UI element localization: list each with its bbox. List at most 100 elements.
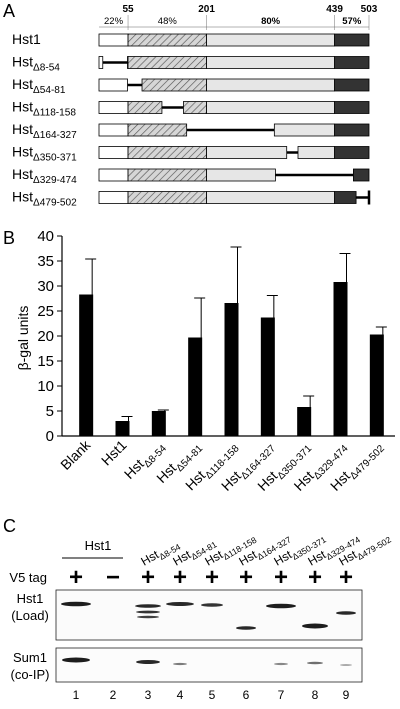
label-main: Blank (57, 436, 94, 473)
construct-row: HstΔ54-81 (12, 76, 370, 96)
panel-b: B β-gal units 0 5 10 15 20 25 30 35 40 Blank Hst1… (3, 228, 395, 497)
domain-block (206, 56, 335, 69)
load-blot (55, 589, 363, 641)
label-main: Hst (291, 468, 317, 494)
blot-band (136, 610, 160, 614)
construct-name: HstΔ329-474 (12, 166, 77, 186)
construct-row: HstΔ164-327 (12, 121, 370, 141)
blot-band (336, 611, 356, 615)
bar (260, 317, 275, 436)
position-label: 201 (198, 4, 215, 15)
construct-row: Hst1 (12, 31, 370, 47)
y-tick-label: 0 (46, 428, 54, 445)
x-category-label: Hst1 (98, 437, 130, 469)
label-main: Hst (12, 54, 33, 70)
v5-sign: + (274, 564, 288, 591)
domain-block (127, 56, 207, 69)
coip-blot (55, 647, 363, 683)
domain-block (98, 146, 129, 159)
label-subscript: Δ8-54 (33, 63, 60, 74)
construct-name: HstΔ164-327 (12, 121, 77, 141)
construct-row: HstΔ329-474 (12, 166, 370, 186)
construct-row: HstΔ350-371 (12, 144, 370, 164)
label-main: Hst (218, 468, 244, 494)
blot-band (137, 615, 159, 619)
label-main: Hst (12, 99, 33, 115)
y-tick-label: 15 (37, 353, 54, 370)
domain-block (273, 123, 335, 137)
lane-numbers: 1 2 3 4 5 6 7 8 9 (73, 688, 350, 702)
lane-number: 8 (312, 688, 319, 702)
domain-block (206, 33, 335, 47)
domain-scale-header: 55 201 439 503 22% 48% 80% 57% (99, 4, 378, 30)
panel-b-letter: B (3, 228, 15, 248)
panel-c-letter: C (3, 516, 16, 536)
construct-diagram-rows: Hst1HstΔ8-54HstΔ54-81HstΔ118-158HstΔ164-… (12, 31, 371, 209)
identity-percent: 57% (342, 16, 362, 27)
blot-band (166, 602, 194, 606)
domain-block (127, 146, 207, 159)
construct-name: HstΔ350-371 (12, 144, 77, 164)
identity-percent: 22% (104, 16, 124, 27)
domain-block (98, 191, 129, 204)
v5-sign: + (173, 564, 187, 591)
v5-sign: + (205, 564, 219, 591)
x-axis-category-labels: Blank Hst1HstΔ8-54HstΔ54-81HstΔ118-158Hst… (57, 436, 387, 497)
construct-name: HstΔ8-54 (12, 54, 60, 74)
label-main: Hst (327, 468, 353, 494)
label-main: Hst (12, 144, 33, 160)
blot-band (173, 662, 187, 666)
panel-a-letter: A (3, 1, 15, 21)
label-main: Hst (254, 468, 280, 494)
blot-band (201, 603, 223, 607)
construct-row: HstΔ118-158 (12, 99, 370, 119)
construct-row: HstΔ8-54 (12, 54, 370, 74)
x-category-label: HstΔ479-502 (327, 437, 387, 497)
label-main: Hst (153, 460, 179, 486)
y-tick-label: 20 (37, 328, 54, 345)
domain-block (127, 123, 188, 137)
domain-block (206, 168, 276, 182)
construct-name: HstΔ479-502 (12, 189, 77, 209)
domain-block (183, 101, 207, 114)
blot-band (266, 603, 296, 609)
construct-name: HstΔ118-158 (12, 99, 76, 119)
domain-block (334, 33, 370, 47)
domain-block (334, 191, 357, 204)
bar (333, 282, 348, 436)
construct-row: HstΔ479-502 (12, 189, 371, 209)
lane-number: 5 (209, 688, 216, 702)
label-main: Hst (12, 76, 33, 92)
label-main: Hst (12, 121, 33, 137)
domain-block (98, 123, 129, 137)
bar (79, 294, 94, 436)
domain-block (334, 146, 370, 159)
lane-number: 4 (177, 688, 184, 702)
lane-number: 2 (110, 688, 117, 702)
blot-band (136, 660, 160, 664)
blot-band (61, 601, 91, 607)
domain-block (334, 78, 370, 92)
domain-block (206, 101, 335, 114)
v5-sign: + (239, 564, 253, 591)
label-subscript: Δ479-502 (33, 198, 77, 209)
y-tick-label: 40 (37, 228, 54, 245)
blot-band (236, 626, 256, 630)
lane-number: 7 (278, 688, 285, 702)
label-subscript: Δ479-502 (348, 443, 387, 482)
domain-block (206, 146, 288, 159)
construct-name: Hst1 (12, 31, 41, 47)
label-subscript: Δ54-81 (33, 85, 66, 96)
domain-block (127, 33, 207, 47)
domain-block (127, 191, 207, 204)
label-subscript: Δ54-81 (174, 443, 205, 474)
y-axis-label: β-gal units (15, 306, 31, 371)
position-label: 503 (361, 4, 378, 15)
label-subscript: Δ350-371 (33, 153, 77, 164)
lane-number: 1 (73, 688, 80, 702)
domain-block (98, 56, 104, 69)
blot-band (340, 664, 352, 666)
position-label: 439 (326, 4, 343, 15)
coip-blot-label-line2: (co-IP) (11, 667, 50, 682)
